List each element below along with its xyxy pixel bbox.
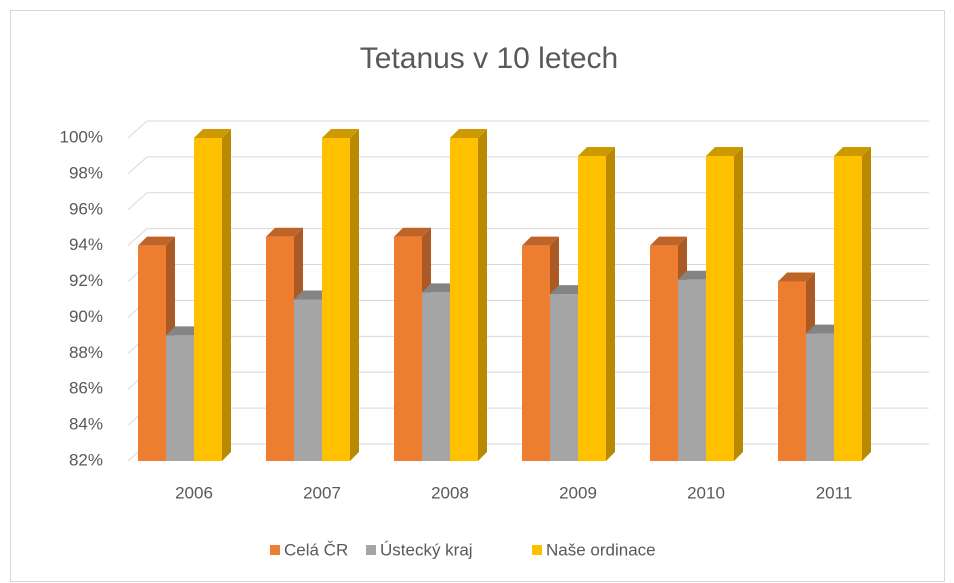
bar-top [578,146,615,156]
legend-swatch [270,545,280,555]
grid-line-side [127,228,148,247]
y-tick-label: 82% [69,450,103,469]
bar [650,245,678,461]
bar [166,335,194,461]
bar-top [678,270,715,280]
bar-top [834,146,871,156]
bar-top [806,324,843,334]
bar [294,299,322,461]
y-tick-label: 88% [69,343,103,362]
bar-top [450,129,487,138]
x-tick-label: 2011 [816,483,853,502]
bar [578,155,606,461]
x-tick-label: 2010 [687,483,725,502]
bar-top [166,326,203,336]
bar-top [522,236,559,246]
bar [394,236,422,461]
bar-top [778,272,815,282]
grid-line-side [127,156,148,175]
bar [550,294,578,461]
bar [422,292,450,461]
bar-top [266,227,303,237]
legend-label: Ústecký kraj [380,540,473,559]
bar-top [422,283,459,293]
y-tick-label: 98% [69,163,103,182]
bar-side [350,129,359,461]
bar [806,333,834,461]
legend-label: Celá ČR [284,540,348,559]
x-tick-label: 2006 [175,483,213,502]
bar [778,281,806,461]
bar [194,138,222,461]
bar-side [606,146,615,461]
x-tick-label: 2007 [303,483,341,502]
y-tick-label: 86% [69,379,103,398]
bar-top [322,129,359,138]
grid-line-side [127,120,148,139]
bar-top [706,146,743,156]
bar-side [734,146,743,461]
bar-side [222,129,231,461]
bar-side [478,129,487,461]
bar [450,138,478,461]
chart-title: Tetanus v 10 letech [360,42,619,75]
bar-top [550,285,587,295]
bar [678,279,706,461]
legend-label: Naše ordinace [546,540,656,559]
bar [138,245,166,461]
x-tick-label: 2009 [559,483,597,502]
bar [834,155,862,461]
y-tick-label: 100% [60,127,103,146]
y-tick-label: 92% [69,271,103,290]
y-tick-label: 96% [69,199,103,218]
bar-top [394,227,431,237]
bar-top [294,290,331,300]
bar-side [862,146,871,461]
y-tick-label: 90% [69,307,103,326]
y-tick-label: 94% [69,235,103,254]
bar [266,236,294,461]
x-tick-label: 2008 [431,483,469,502]
bar [322,138,350,461]
legend-swatch [366,545,376,555]
grid-line-side [127,192,148,211]
bar-top [650,236,687,246]
y-tick-label: 84% [69,415,103,434]
bar-top [194,129,231,138]
bar [522,245,550,461]
bar-top [138,236,175,246]
bar [706,155,734,461]
legend-swatch [532,545,542,555]
